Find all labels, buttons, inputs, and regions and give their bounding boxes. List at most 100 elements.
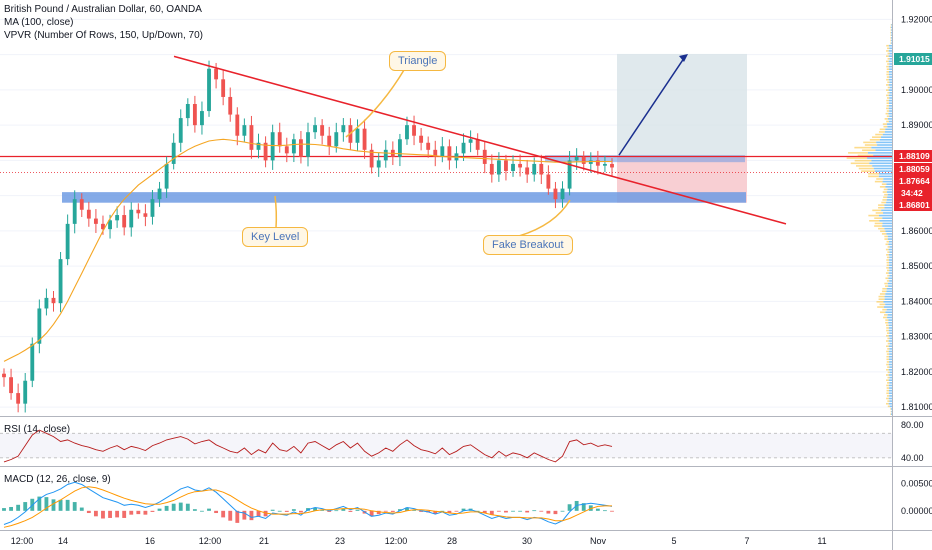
rsi-line[interactable] — [3, 429, 613, 463]
candle-body[interactable] — [136, 209, 141, 214]
projection-arrow-shaft[interactable] — [618, 57, 685, 156]
candle-body[interactable] — [419, 135, 424, 143]
candle-body[interactable] — [200, 111, 204, 126]
candle-body[interactable] — [504, 160, 508, 171]
candle-body[interactable] — [221, 79, 226, 97]
candle-body[interactable] — [546, 174, 551, 189]
candle-body[interactable] — [249, 125, 254, 150]
candle-body[interactable] — [426, 142, 431, 150]
candle-body[interactable] — [37, 308, 42, 344]
candle-body[interactable] — [595, 160, 600, 166]
symbol-title[interactable]: British Pound / Australian Dollar, 60, O… — [4, 4, 202, 15]
candle-body[interactable] — [291, 139, 296, 154]
price-tag-label[interactable]: 1.87664 — [899, 176, 930, 186]
candle-body[interactable] — [79, 199, 84, 210]
candle-body[interactable] — [433, 149, 438, 157]
candle-body[interactable] — [313, 125, 317, 133]
candle-body[interactable] — [489, 163, 494, 175]
candle-body[interactable] — [383, 149, 388, 161]
candle-body[interactable] — [447, 146, 452, 161]
candle-body[interactable] — [518, 163, 523, 168]
candle-body[interactable] — [603, 163, 607, 166]
candle-body[interactable] — [461, 142, 466, 154]
ma-indicator-label[interactable]: MA (100, close) — [4, 17, 74, 28]
candle-body[interactable] — [185, 104, 190, 119]
candle-body[interactable] — [412, 125, 416, 136]
candle-body[interactable] — [355, 128, 360, 143]
candle-body[interactable] — [143, 213, 148, 217]
candle-body[interactable] — [277, 132, 282, 147]
candle-body[interactable] — [525, 167, 530, 175]
ma-100-line[interactable] — [3, 138, 612, 362]
candle-body[interactable] — [581, 156, 586, 164]
candle-body[interactable] — [171, 142, 176, 164]
price-tag-label[interactable]: 1.88109 — [899, 151, 930, 161]
candle-body[interactable] — [16, 393, 21, 404]
candle-body[interactable] — [192, 104, 197, 126]
candle-body[interactable] — [65, 223, 70, 260]
candle-body[interactable] — [178, 118, 183, 143]
candle-body[interactable] — [44, 297, 49, 309]
macd-line[interactable] — [3, 481, 613, 525]
candle-body[interactable] — [23, 380, 28, 404]
candle-body[interactable] — [86, 209, 91, 219]
candle-body[interactable] — [164, 163, 169, 189]
candle-body[interactable] — [157, 188, 162, 200]
candle-body[interactable] — [122, 215, 127, 228]
candle-body[interactable] — [270, 132, 275, 161]
rsi-title[interactable]: RSI (14, close) — [4, 424, 71, 435]
candle-body[interactable] — [108, 220, 112, 230]
candle-body[interactable] — [511, 163, 515, 171]
candle-body[interactable] — [30, 343, 35, 381]
candle-body[interactable] — [588, 160, 593, 164]
vpvr-indicator-label[interactable]: VPVR (Number Of Rows, 150, Up/Down, 70) — [4, 30, 203, 41]
candle-body[interactable] — [567, 160, 572, 189]
candle-body[interactable] — [93, 218, 98, 224]
candle-body[interactable] — [334, 132, 339, 147]
candle-body[interactable] — [9, 377, 13, 394]
candle-body[interactable] — [214, 68, 219, 80]
candle-body[interactable] — [101, 223, 105, 230]
candle-body[interactable] — [284, 146, 289, 154]
resistance-band[interactable] — [545, 155, 745, 163]
key-level-band[interactable] — [62, 192, 746, 203]
candle-body[interactable] — [553, 188, 558, 200]
candle-body[interactable] — [320, 125, 325, 136]
candle-body[interactable] — [235, 114, 240, 136]
candle-body[interactable] — [397, 139, 402, 157]
candle-body[interactable] — [299, 139, 303, 157]
signal-line[interactable] — [3, 486, 612, 528]
candle-body[interactable] — [2, 373, 6, 378]
candle-body[interactable] — [369, 149, 374, 168]
price-tag-label[interactable]: 1.88059 — [899, 164, 930, 174]
candle-body[interactable] — [405, 125, 409, 140]
candle-body[interactable] — [129, 209, 134, 228]
candle-body[interactable] — [475, 139, 480, 150]
candle-body[interactable] — [228, 96, 233, 115]
candle-body[interactable] — [482, 149, 487, 164]
candle-body[interactable] — [560, 188, 565, 200]
candle-body[interactable] — [539, 163, 544, 175]
target-zone[interactable] — [617, 53, 747, 157]
candle-body[interactable] — [58, 259, 63, 304]
candle-body[interactable] — [574, 156, 579, 161]
candle-body[interactable] — [468, 139, 473, 143]
candle-body[interactable] — [115, 215, 120, 221]
candle-body[interactable] — [532, 163, 537, 175]
key-level-callout[interactable]: Key Level — [242, 227, 309, 247]
triangle-upper-trendline[interactable] — [173, 55, 787, 225]
candle-body[interactable] — [51, 297, 56, 304]
price-tag-label[interactable]: 1.91015 — [899, 54, 930, 64]
candle-body[interactable] — [207, 68, 211, 112]
price-tag-label[interactable]: 1.86801 — [899, 200, 930, 210]
candle-body[interactable] — [440, 146, 445, 157]
candle-body[interactable] — [256, 142, 261, 150]
candle-body[interactable] — [72, 199, 77, 224]
candle-body[interactable] — [263, 142, 268, 161]
candle-body[interactable] — [362, 128, 367, 150]
candle-body[interactable] — [610, 163, 614, 168]
candle-body[interactable] — [376, 160, 381, 168]
candle-body[interactable] — [242, 125, 247, 136]
triangle-callout[interactable]: Triangle — [389, 51, 447, 71]
